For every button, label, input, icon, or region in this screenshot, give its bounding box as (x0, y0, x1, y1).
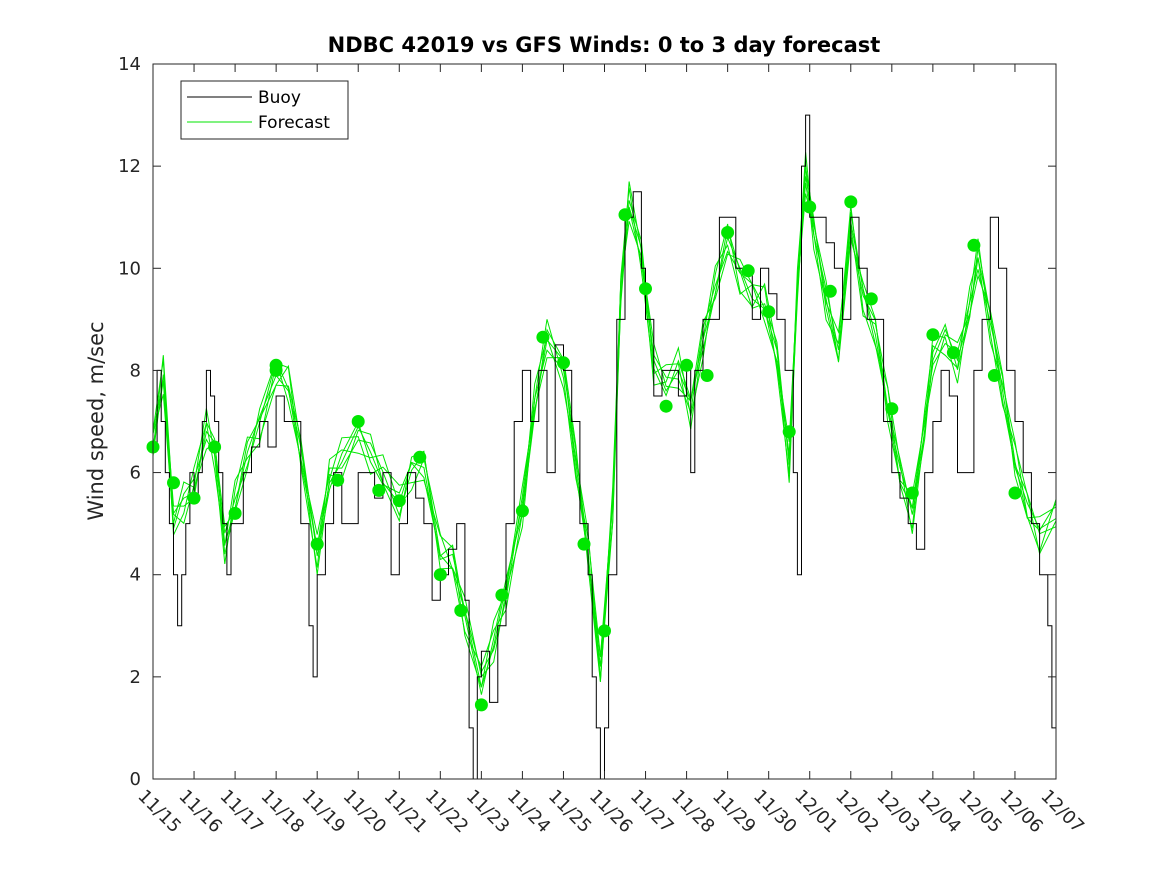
forecast-marker (803, 200, 817, 214)
forecast-marker (680, 358, 694, 372)
forecast-marker (741, 264, 755, 278)
forecast-marker (310, 537, 324, 551)
buoy-series-line (153, 114, 1057, 780)
forecast-marker (269, 363, 283, 377)
y-tick-label: 14 (118, 54, 141, 75)
forecast-marker (187, 491, 201, 505)
forecast-marker (413, 450, 427, 464)
legend-buoy-label: Buoy (258, 88, 301, 108)
forecast-marker (905, 486, 919, 500)
forecast-marker (618, 208, 632, 222)
forecast-marker (946, 346, 960, 360)
forecast-marker (1008, 486, 1022, 500)
forecast-marker (987, 369, 1001, 382)
y-tick-label: 6 (130, 463, 141, 484)
legend-box (180, 80, 349, 140)
forecast-marker (536, 330, 550, 344)
forecast-marker (515, 504, 529, 518)
forecast-marker (557, 356, 570, 370)
forecast-marker (782, 425, 796, 439)
y-tick-label: 8 (130, 360, 141, 381)
forecast-marker (598, 624, 611, 638)
y-tick-label: 4 (130, 565, 141, 586)
forecast-marker (331, 473, 345, 487)
forecast-marker (208, 440, 222, 454)
y-axis: 0 2 4 6 8 10 12 14 (118, 54, 1056, 790)
forecast-marker (495, 588, 509, 602)
forecast-marker (454, 604, 468, 617)
y-tick-label: 2 (130, 667, 141, 688)
forecast-marker (167, 476, 180, 490)
forecast-marker (433, 568, 447, 582)
forecast-marker (577, 537, 591, 551)
forecast-marker (721, 226, 735, 239)
forecast-marker (967, 238, 981, 252)
forecast-marker (639, 282, 652, 296)
forecast-marker (700, 369, 714, 382)
forecast-marker (926, 328, 940, 342)
forecast-marker (474, 698, 488, 712)
forecast-marker (372, 483, 386, 497)
y-tick-label: 12 (118, 156, 141, 177)
forecast-marker (885, 402, 899, 416)
legend-forecast-label: Forecast (258, 113, 330, 133)
forecast-marker (844, 195, 858, 209)
forecast-markers-group (146, 195, 1022, 712)
forecast-marker (762, 305, 776, 319)
forecast-marker (351, 415, 365, 428)
forecast-marker (659, 399, 673, 413)
forecast-marker (392, 494, 406, 508)
y-tick-label: 0 (130, 769, 141, 790)
forecast-marker (823, 284, 837, 298)
y-tick-label: 10 (118, 258, 141, 279)
legend: Buoy Forecast (180, 80, 349, 140)
y-axis-label: Wind speed, m/sec (84, 321, 108, 520)
buoy-series-group (153, 114, 1057, 780)
forecast-marker (228, 506, 242, 520)
chart-title: NDBC 42019 vs GFS Winds: 0 to 3 day fore… (328, 33, 881, 57)
forecast-marker (864, 292, 878, 306)
